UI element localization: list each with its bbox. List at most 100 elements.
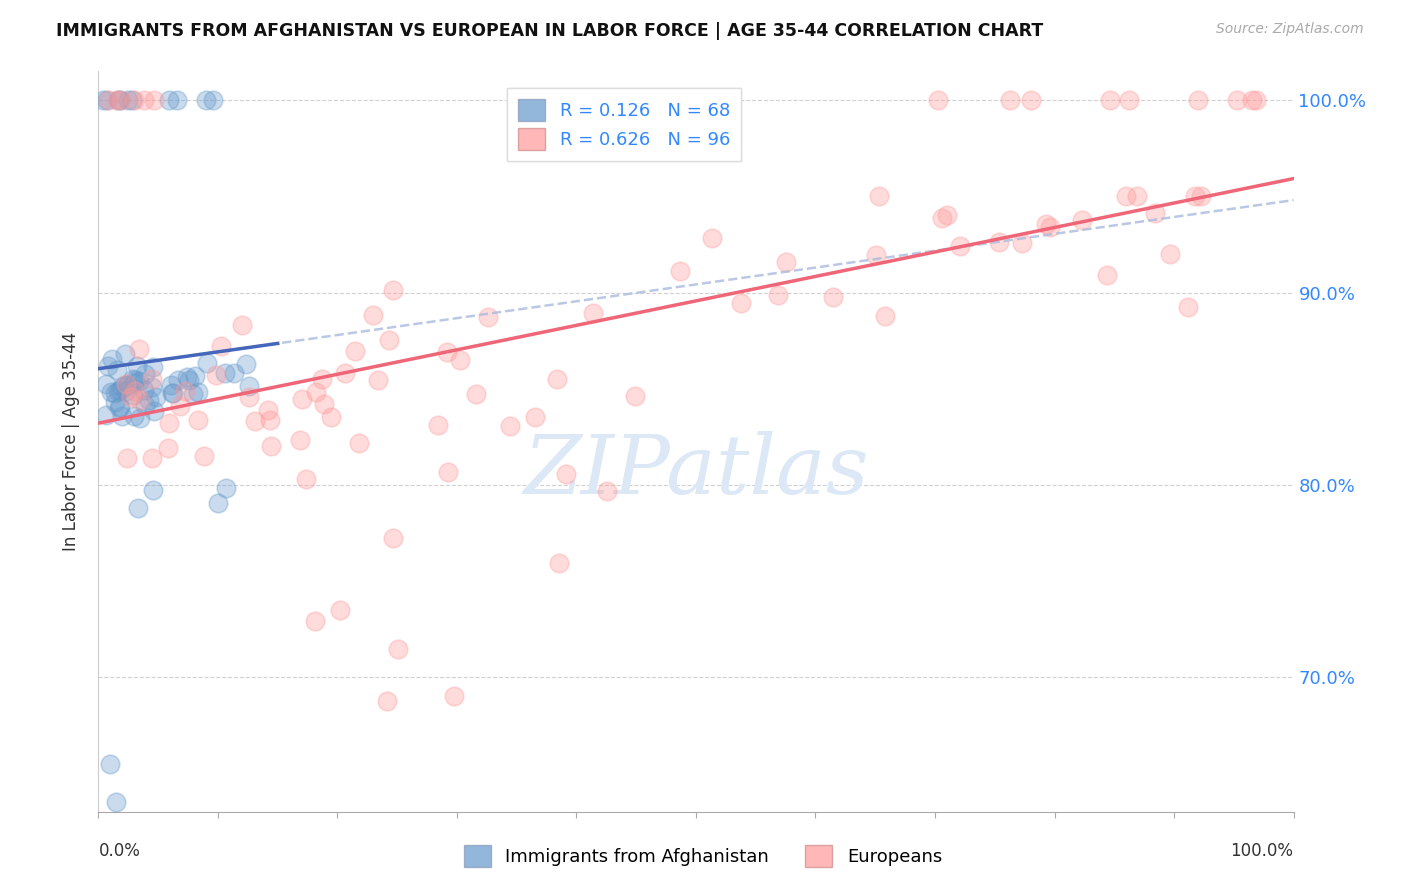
Point [465,387,488,401]
Legend: R = 0.126   N = 68, R = 0.626   N = 96: R = 0.126 N = 68, R = 0.626 N = 96 [508,87,741,161]
Text: Source: ZipAtlas.com: Source: ZipAtlas.com [1216,22,1364,37]
Point [110,383,132,397]
Point [1095,268,1118,283]
Point [122,376,145,390]
Point [124,93,146,107]
Point [142,359,165,374]
Point [1184,189,1206,203]
Point [596,484,619,499]
Point [173,384,195,398]
Point [700,231,723,245]
Point [94,376,117,391]
Point [141,372,163,386]
Point [865,248,887,262]
Point [108,93,131,107]
Point [110,93,132,107]
Point [115,451,138,466]
Point [873,309,896,323]
Point [124,409,146,424]
Point [1019,93,1042,107]
Point [1035,217,1057,231]
Point [141,380,163,394]
Point [101,352,124,367]
Point [243,414,266,428]
Point [141,483,163,498]
Point [361,308,384,322]
Point [382,284,405,298]
Point [477,310,499,324]
Point [343,343,366,358]
Point [159,377,181,392]
Legend: Immigrants from Afghanistan, Europeans: Immigrants from Afghanistan, Europeans [457,838,949,874]
Point [114,376,136,391]
Point [1241,93,1264,107]
Point [169,399,191,413]
Point [177,373,200,387]
Point [437,465,460,479]
Point [134,398,156,412]
Point [449,353,471,368]
Point [1011,236,1033,251]
Point [157,93,180,107]
Point [443,689,465,703]
Point [222,366,245,380]
Point [329,603,352,617]
Point [128,343,150,357]
Point [157,416,180,430]
Point [260,438,283,452]
Point [207,495,229,509]
Point [1159,247,1181,261]
Point [156,441,179,455]
Point [209,339,232,353]
Point [333,366,356,380]
Point [868,189,890,203]
Point [195,355,218,369]
Point [436,344,458,359]
Point [129,392,152,407]
Point [107,384,129,399]
Point [1098,93,1121,107]
Point [120,390,142,404]
Point [1071,212,1094,227]
Point [98,756,122,771]
Point [107,93,129,107]
Point [100,384,122,399]
Point [142,93,165,107]
Point [935,208,957,222]
Point [105,93,128,107]
Point [91,93,114,107]
Point [1143,206,1166,220]
Point [166,93,188,107]
Point [160,386,183,401]
Point [117,93,139,107]
Text: 100.0%: 100.0% [1230,842,1294,860]
Point [183,387,205,401]
Point [125,359,148,373]
Point [114,347,136,361]
Point [128,411,150,425]
Point [312,397,335,411]
Point [176,370,198,384]
Point [105,363,128,377]
Point [127,501,149,516]
Point [291,392,314,406]
Point [1191,189,1213,203]
Point [215,481,238,495]
Point [766,288,789,302]
Point [546,372,568,386]
Point [304,615,326,629]
Point [290,433,312,447]
Point [1118,93,1140,107]
Point [235,357,257,371]
Point [256,402,278,417]
Point [295,472,318,486]
Point [141,450,163,465]
Point [427,417,450,432]
Point [311,372,333,386]
Point [231,318,253,332]
Point [121,387,143,401]
Point [998,93,1021,107]
Point [387,641,409,656]
Point [775,254,797,268]
Point [94,408,117,422]
